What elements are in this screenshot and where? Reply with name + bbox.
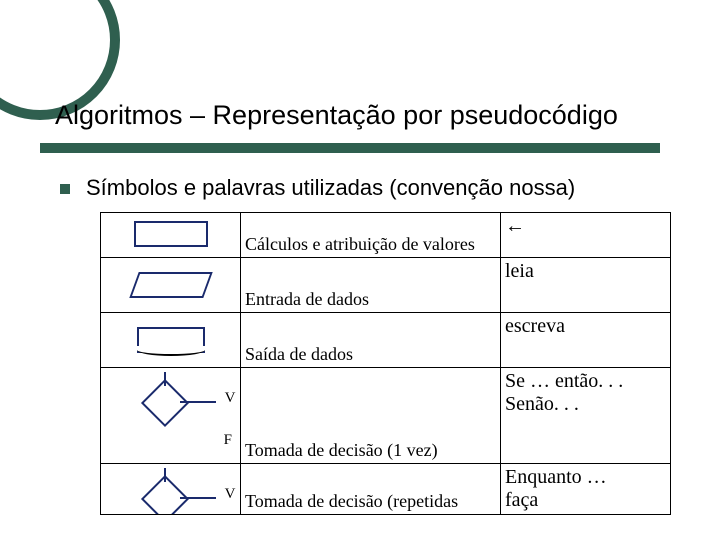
output-document-icon xyxy=(137,327,205,353)
table-row: Entrada de dados leia xyxy=(101,258,671,313)
keyword-cell: ← xyxy=(501,213,671,258)
desc-cell: Tomada de decisão (1 vez) xyxy=(241,368,501,464)
symbols-table: Cálculos e atribuição de valores ← Entra… xyxy=(100,212,671,515)
symbol-cell-loop: V xyxy=(101,464,241,515)
input-parallelogram-icon xyxy=(129,272,212,298)
diamond-true-label: V xyxy=(225,390,236,407)
symbol-cell-output xyxy=(101,313,241,368)
table-row: Cálculos e atribuição de valores ← xyxy=(101,213,671,258)
keyword-cell: Se … então. . . Senão. . . xyxy=(501,368,671,464)
diamond-false-label: F xyxy=(103,432,238,449)
desc-cell: Entrada de dados xyxy=(241,258,501,313)
symbol-cell-decision: V F xyxy=(101,368,241,464)
title-underline xyxy=(40,143,660,153)
loop-diamond-icon: V xyxy=(106,468,236,506)
desc-cell: Cálculos e atribuição de valores xyxy=(241,213,501,258)
desc-cell: Tomada de decisão (repetidas xyxy=(241,464,501,515)
table-row: Saída de dados escreva xyxy=(101,313,671,368)
keyword-cell: leia xyxy=(501,258,671,313)
symbol-cell-process xyxy=(101,213,241,258)
keyword-cell: Enquanto … faça xyxy=(501,464,671,515)
keyword-cell: escreva xyxy=(501,313,671,368)
symbol-cell-input xyxy=(101,258,241,313)
subtitle: Símbolos e palavras utilizadas (convençã… xyxy=(86,175,575,201)
decision-diamond-icon: V xyxy=(106,372,236,428)
desc-cell: Saída de dados xyxy=(241,313,501,368)
diamond-true-label: V xyxy=(225,486,236,503)
process-rectangle-icon xyxy=(134,221,208,247)
slide-title: Algoritmos – Representação por pseudocód… xyxy=(55,100,618,131)
table-row: V F Tomada de decisão (1 vez) Se … então… xyxy=(101,368,671,464)
square-bullet-icon xyxy=(60,184,70,194)
table-row: V Tomada de decisão (repetidas Enquanto … xyxy=(101,464,671,515)
